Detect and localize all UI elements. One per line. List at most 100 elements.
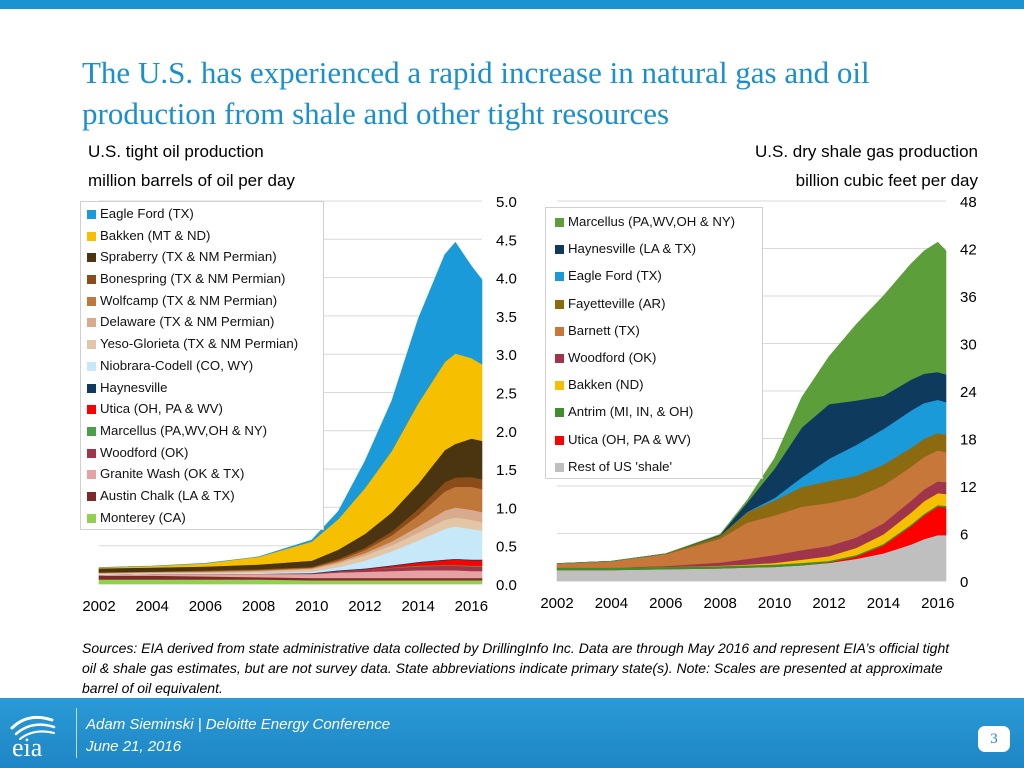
- legend-swatch: [555, 381, 564, 391]
- legend-item-barnett-tx: Barnett (TX): [546, 317, 762, 344]
- oil-chart-legend: Eagle Ford (TX) Bakken (MT & ND) Spraberry…: [80, 201, 324, 530]
- legend-label: Austin Chalk (LA & TX): [100, 487, 235, 503]
- legend-label: Haynesville (LA & TX): [568, 241, 697, 257]
- slide-title: The U.S. has experienced a rapid increas…: [82, 55, 870, 131]
- y-tick-label: 5.0: [496, 194, 517, 211]
- legend-swatch: [87, 231, 96, 241]
- x-tick-label: 2004: [136, 598, 169, 615]
- legend-swatch: [87, 383, 96, 393]
- x-tick-label: 2008: [242, 598, 275, 615]
- legend-item-woodford-ok: Woodford (OK): [546, 344, 762, 371]
- legend-label: Woodford (OK): [568, 349, 657, 365]
- legend-item-utica-oh-pa-wv: Utica (OH, PA & WV): [81, 398, 323, 420]
- x-tick-label: 2002: [82, 598, 115, 615]
- legend-swatch: [87, 318, 96, 328]
- legend-item-monterey-ca: Monterey (CA): [81, 507, 323, 529]
- legend-swatch: [555, 272, 564, 282]
- legend-label: Wolfcamp (TX & NM Permian): [100, 292, 278, 308]
- y-tick-label: 0: [960, 574, 968, 591]
- area-series-eagle-ford-tx: [98, 241, 483, 568]
- legend-label: Barnett (TX): [568, 322, 640, 338]
- legend-swatch: [87, 470, 96, 480]
- legend-label: Bakken (MT & ND): [100, 227, 211, 243]
- legend-item-bakken-nd: Bakken (ND): [546, 371, 762, 398]
- x-tick-label: 2004: [595, 595, 628, 612]
- legend-item-marcellus-pa-wv-oh-ny: Marcellus (PA,WV,OH & NY): [546, 208, 762, 235]
- y-tick-label: 12: [960, 479, 977, 496]
- page-number: 3: [978, 726, 1010, 752]
- legend-swatch: [87, 513, 96, 523]
- legend-label: Monterey (CA): [100, 509, 186, 525]
- legend-label: Eagle Ford (TX): [568, 268, 662, 284]
- legend-item-spraberry-tx-nm-permian: Spraberry (TX & NM Permian): [81, 246, 323, 268]
- y-tick-label: 30: [960, 337, 977, 354]
- x-tick-label: 2016: [921, 595, 954, 612]
- legend-label: Eagle Ford (TX): [100, 206, 194, 221]
- x-tick-label: 2012: [812, 595, 845, 612]
- y-tick-label: 4.5: [496, 232, 517, 249]
- legend-label: Utica (OH, PA & WV): [568, 431, 691, 447]
- legend-label: Granite Wash (OK & TX): [100, 466, 245, 482]
- legend-label: Utica (OH, PA & WV): [100, 401, 223, 417]
- legend-item-eagle-ford-tx: Eagle Ford (TX): [546, 262, 762, 289]
- legend-item-eagle-ford-tx: Eagle Ford (TX): [81, 203, 323, 225]
- legend-item-niobrara-codell-co-wy: Niobrara-Codell (CO, WY): [81, 355, 323, 377]
- y-tick-label: 36: [960, 289, 977, 306]
- y-tick-label: 3.0: [496, 347, 517, 364]
- y-tick-label: 2.0: [496, 424, 517, 441]
- y-tick-label: 0.5: [496, 539, 517, 556]
- x-tick-label: 2010: [758, 595, 791, 612]
- legend-label: Rest of US 'shale': [568, 458, 672, 474]
- legend-swatch: [555, 245, 564, 255]
- legend-swatch: [555, 353, 564, 363]
- y-tick-label: 2.5: [496, 386, 517, 403]
- legend-swatch: [87, 426, 96, 436]
- legend-swatch: [555, 462, 564, 472]
- legend-label: Bonespring (TX & NM Permian): [100, 271, 286, 287]
- y-tick-label: 48: [960, 194, 977, 211]
- legend-item-woodford-ok: Woodford (OK): [81, 442, 323, 464]
- legend-item-fayetteville-ar: Fayetteville (AR): [546, 290, 762, 317]
- y-tick-label: 3.5: [496, 309, 517, 326]
- legend-swatch: [87, 405, 96, 415]
- top-accent-bar: [0, 0, 1024, 9]
- y-tick-label: 6: [960, 527, 968, 544]
- date-line: June 21, 2016: [86, 738, 182, 755]
- x-tick-label: 2008: [704, 595, 737, 612]
- legend-swatch: [555, 299, 564, 309]
- y-tick-label: 1.0: [496, 500, 517, 517]
- legend-item-haynesville-la-tx: Haynesville (LA & TX): [546, 235, 762, 262]
- x-tick-label: 2014: [401, 598, 434, 615]
- oil-chart-unit-label: million barrels of oil per day: [88, 171, 295, 190]
- eia-logo: eia: [10, 715, 56, 760]
- legend-swatch: [87, 361, 96, 371]
- area-series-marcellus-pa-wv-oh-ny: [556, 241, 947, 564]
- legend-label: Haynesville: [100, 379, 168, 395]
- legend-swatch: [87, 253, 96, 263]
- legend-item-austin-chalk-la-tx: Austin Chalk (LA & TX): [81, 485, 323, 507]
- legend-label: Fayetteville (AR): [568, 295, 666, 311]
- x-tick-label: 2016: [455, 598, 488, 615]
- legend-item-utica-oh-pa-wv: Utica (OH, PA & WV): [546, 426, 762, 453]
- legend-label: Spraberry (TX & NM Permian): [100, 249, 277, 265]
- legend-swatch: [87, 275, 96, 285]
- legend-label: Marcellus (PA,WV,OH & NY): [568, 214, 736, 229]
- y-tick-label: 18: [960, 432, 977, 449]
- legend-swatch: [555, 326, 564, 336]
- legend-item-antrim-mi-in-oh: Antrim (MI, IN, & OH): [546, 398, 762, 425]
- footer-bar: eia Adam Sieminski | Deloitte Energy Con…: [0, 698, 1024, 768]
- legend-label: Marcellus (PA,WV,OH & NY): [100, 422, 268, 438]
- legend-item-granite-wash-ok-tx: Granite Wash (OK & TX): [81, 463, 323, 485]
- sources-note: Sources: EIA derived from state administ…: [82, 640, 950, 696]
- legend-item-delaware-tx-nm-permian: Delaware (TX & NM Permian): [81, 311, 323, 333]
- legend-swatch: [87, 340, 96, 350]
- legend-swatch: [87, 296, 96, 306]
- legend-label: Delaware (TX & NM Permian): [100, 314, 275, 330]
- legend-label: Woodford (OK): [100, 444, 189, 460]
- legend-item-bonespring-tx-nm-permian: Bonespring (TX & NM Permian): [81, 268, 323, 290]
- legend-swatch: [555, 218, 564, 227]
- oil-chart-title: U.S. tight oil production: [88, 142, 264, 161]
- x-tick-label: 2012: [348, 598, 381, 615]
- legend-item-marcellus-pa-wv-oh-ny: Marcellus (PA,WV,OH & NY): [81, 420, 323, 442]
